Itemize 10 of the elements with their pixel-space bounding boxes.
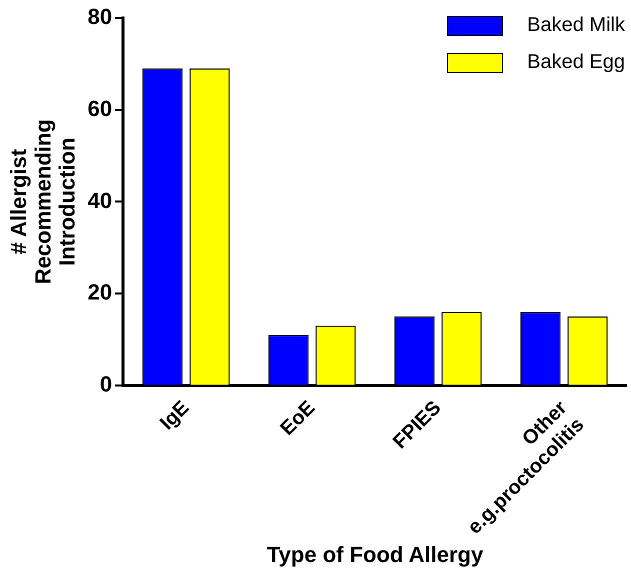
y-tick-label: 20 — [88, 280, 112, 305]
y-tick-label: 0 — [100, 372, 112, 396]
y-tick-label: 40 — [88, 188, 112, 213]
legend-label: Baked Milk — [527, 14, 625, 37]
y-tick-label: 80 — [88, 4, 112, 30]
legend-label: Baked Egg — [527, 51, 625, 74]
y-tick-label: 60 — [88, 96, 112, 121]
x-tick-label: IgE — [156, 396, 194, 434]
x-axis-title: Type of Food Allergy — [266, 542, 484, 567]
y-axis-title: # Allergist Recommending Introduction — [6, 119, 80, 284]
